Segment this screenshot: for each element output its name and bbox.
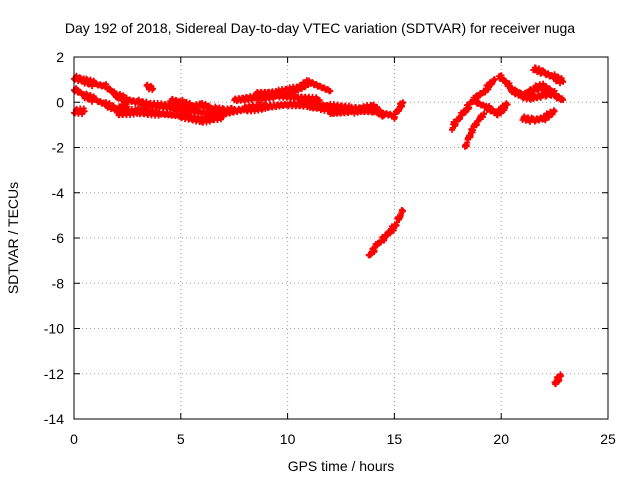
y-tick-label: -6 <box>52 230 65 246</box>
chart-title: Day 192 of 2018, Sidereal Day-to-day VTE… <box>65 20 575 36</box>
y-tick-label: -4 <box>52 185 65 201</box>
axis-ticks <box>73 56 609 420</box>
data-point <box>558 373 565 380</box>
x-tick-label: 15 <box>387 431 403 447</box>
y-tick-label: -12 <box>44 366 64 382</box>
series-arc-1 <box>71 72 110 90</box>
series-arc-19 <box>508 80 567 104</box>
tick-labels: 0 5 10 15 20 25 -14 -12 -10 -8 -6 -4 -2 0 2 <box>44 49 616 447</box>
data-point <box>316 96 323 103</box>
x-tick-label: 20 <box>493 431 509 447</box>
series-arc-20 <box>519 107 558 125</box>
series-arc-14 <box>365 206 406 259</box>
series-arc-21 <box>530 64 567 87</box>
series-arc-22 <box>551 371 565 388</box>
data-point <box>481 110 488 117</box>
data-points <box>71 64 567 388</box>
y-tick-label: -8 <box>52 275 65 291</box>
y-tick-label: -10 <box>44 321 64 337</box>
series-arc-17 <box>472 98 511 119</box>
series-arc-13 <box>327 101 387 120</box>
data-point <box>380 112 387 119</box>
x-tick-label: 5 <box>177 431 185 447</box>
x-axis-label: GPS time / hours <box>288 458 395 474</box>
series-arc-4 <box>103 81 152 110</box>
y-tick-label: 0 <box>56 94 64 110</box>
data-point <box>150 85 157 92</box>
series-arc-5 <box>113 105 227 126</box>
y-tick-label: -14 <box>44 411 64 427</box>
y-axis-label: SDTVAR / TECUs <box>5 182 21 294</box>
data-point <box>399 99 406 106</box>
data-point <box>81 108 88 115</box>
grid-lines <box>74 57 608 419</box>
y-tick-label: 2 <box>56 49 64 65</box>
series-arc-8 <box>167 95 227 117</box>
data-point <box>504 101 511 108</box>
x-tick-label: 10 <box>280 431 296 447</box>
data-point <box>327 87 334 94</box>
data-point <box>560 96 567 103</box>
x-tick-label: 25 <box>600 431 616 447</box>
series-arc-11 <box>252 77 334 100</box>
y-tick-label: -2 <box>52 140 65 156</box>
series-arc-16 <box>461 110 488 150</box>
data-point <box>560 78 567 85</box>
data-point <box>399 207 406 214</box>
data-point <box>551 108 558 115</box>
x-tick-label: 0 <box>70 431 78 447</box>
series-arc-7 <box>143 81 157 93</box>
